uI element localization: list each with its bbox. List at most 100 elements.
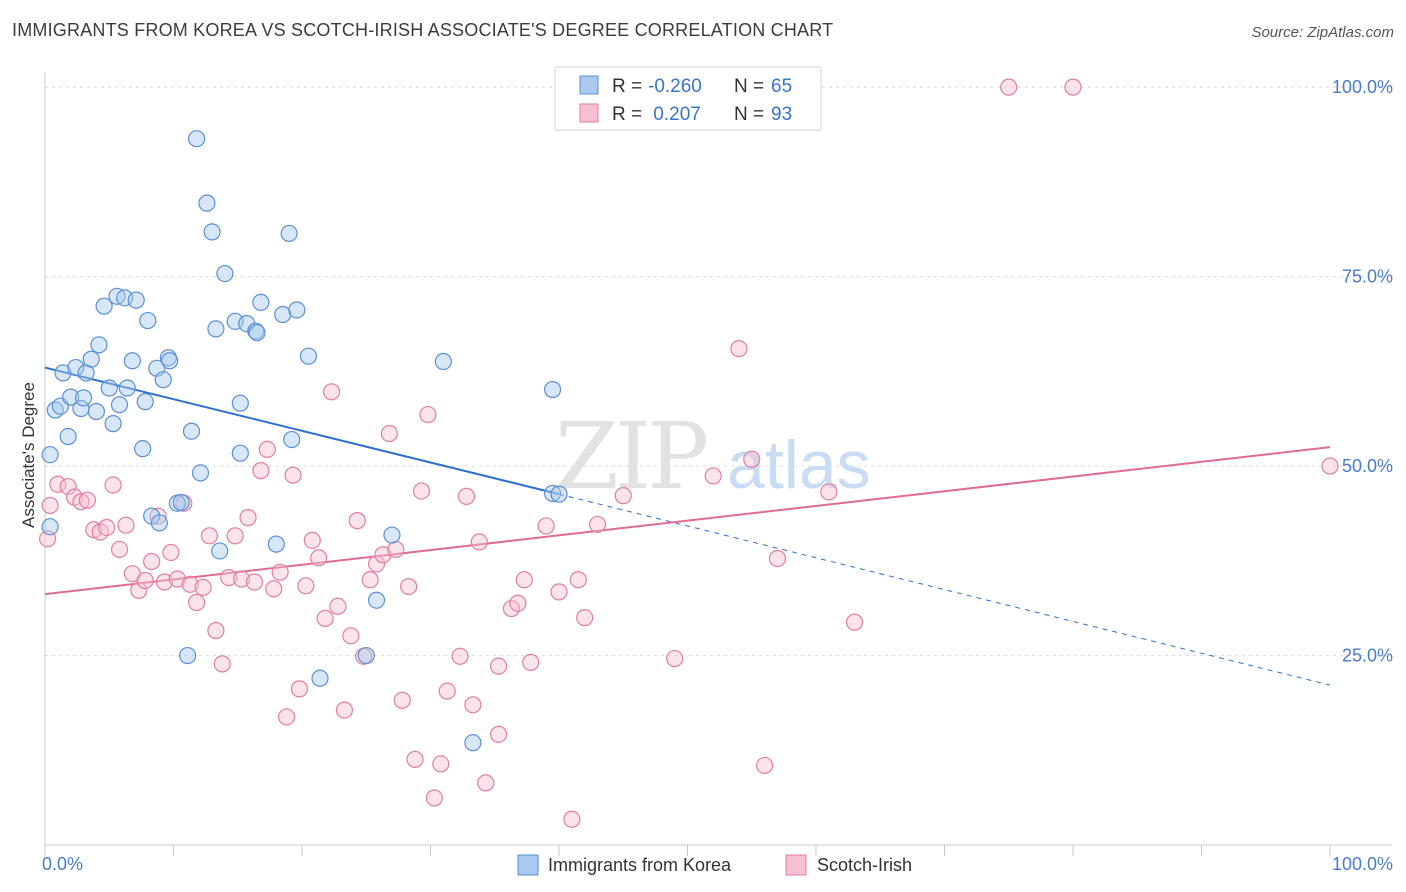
legend-n-label-scotch: N = <box>734 104 764 125</box>
bottom-legend-label-korea: Immigrants from Korea <box>548 855 732 875</box>
scotch-irish-data-point <box>755 756 774 775</box>
korea-data-point <box>136 393 154 411</box>
scotch-irish-data-point <box>393 691 411 709</box>
korea-data-point <box>95 297 113 315</box>
x-tick-label-max: 100.0% <box>1332 854 1393 874</box>
scotch-irish-data-point <box>730 340 748 358</box>
y-tick-label: 50.0% <box>1342 456 1393 476</box>
bottom-legend-swatch-scotch <box>785 854 807 876</box>
scotch-irish-data-point <box>252 462 270 480</box>
korea-data-point <box>203 223 221 241</box>
korea-data-point <box>182 422 201 440</box>
scotch-irish-data-point <box>490 657 508 675</box>
scotch-irish-data-point <box>284 466 302 484</box>
scotch-irish-data-point <box>451 647 469 665</box>
scotch-irish-data-point <box>490 725 508 743</box>
korea-data-point <box>41 446 59 464</box>
scotch-irish-data-point <box>233 570 251 588</box>
scotch-irish-data-point <box>265 580 283 598</box>
scotch-irish-data-point <box>342 627 360 645</box>
scotch-irish-data-point <box>509 594 527 612</box>
scotch-irish-data-point <box>457 487 476 505</box>
scotch-irish-data-point <box>220 568 238 587</box>
korea-data-point <box>216 264 234 283</box>
korea-data-point <box>87 402 106 421</box>
scotch-irish-data-point <box>49 475 67 493</box>
scotch-irish-data-point <box>845 613 864 631</box>
chart-title: IMMIGRANTS FROM KOREA VS SCOTCH-IRISH AS… <box>12 20 834 40</box>
scotch-irish-data-point <box>537 517 555 535</box>
korea-data-point <box>357 646 375 665</box>
scotch-irish-data-point <box>406 750 424 768</box>
korea-data-point <box>383 526 401 544</box>
scotch-irish-data-point <box>412 482 431 500</box>
scotch-irish-data-point <box>569 571 587 589</box>
scotch-irish-data-point <box>666 649 684 668</box>
scotch-irish-data-point <box>310 549 328 567</box>
korea-data-point <box>67 358 85 377</box>
scotch-irish-data-point <box>425 789 443 807</box>
korea-data-point <box>231 394 249 412</box>
korea-trend-extension <box>558 493 1331 686</box>
korea-data-point <box>188 130 206 148</box>
korea-data-point <box>82 350 100 368</box>
korea-data-point <box>127 291 145 309</box>
scotch-irish-data-point <box>374 546 392 564</box>
korea-data-point <box>211 542 229 560</box>
y-tick-label: 100.0% <box>1332 77 1393 97</box>
trend-lines <box>44 366 1331 686</box>
legend-n-label-korea: N = <box>734 76 764 97</box>
scotch-irish-data-point <box>522 653 540 671</box>
scotch-legend-swatch <box>579 103 599 123</box>
korea-data-point <box>543 484 562 502</box>
scotch-irish-data-point <box>303 531 321 549</box>
scotch-irish-data-point <box>155 573 174 591</box>
scotch-irish-data-point <box>59 477 77 496</box>
scotch-irish-data-point <box>704 467 722 485</box>
korea-data-point <box>207 320 225 338</box>
scotch-irish-data-point <box>149 507 167 525</box>
scotch-irish-data-point <box>743 450 761 468</box>
korea-data-point <box>464 734 482 752</box>
scotch-irish-data-point <box>348 512 366 530</box>
korea-data-point <box>90 336 108 354</box>
korea-trend-line <box>44 366 560 496</box>
scotch-irish-points <box>38 78 1339 828</box>
scotch-irish-data-point <box>130 581 148 599</box>
scotch-irish-data-point <box>588 515 607 534</box>
scotch-irish-data-point <box>136 571 154 590</box>
korea-data-point <box>110 396 129 414</box>
korea-data-point <box>299 347 318 365</box>
scotch-irish-data-point <box>387 540 405 559</box>
korea-data-point <box>231 444 249 462</box>
korea-data-point <box>139 311 157 330</box>
scotch-irish-data-point <box>1064 78 1082 96</box>
korea-data-point <box>59 427 77 446</box>
scotch-irish-data-point <box>329 597 347 615</box>
korea-data-point <box>123 352 141 370</box>
korea-data-point <box>100 379 118 397</box>
legend-n-value-korea: 65 <box>771 76 792 97</box>
scotch-irish-data-point <box>820 483 838 501</box>
scotch-irish-data-point <box>563 810 581 828</box>
scotch-irish-data-point <box>85 521 103 539</box>
korea-data-point <box>283 430 301 449</box>
scotch-irish-data-point <box>614 487 632 505</box>
svg-text:ZIP: ZIP <box>555 403 706 510</box>
scotch-irish-data-point <box>168 570 186 588</box>
scotch-irish-data-point <box>361 571 379 589</box>
y-tick-label: 25.0% <box>1342 646 1393 666</box>
korea-data-point <box>248 324 266 342</box>
tick-labels: 25.0% 50.0% 75.0% 100.0% 0.0% 100.0% <box>42 77 1393 874</box>
correlation-legend: R = -0.260 N = 65 R = 0.207 N = 93 <box>554 66 822 131</box>
scotch-irish-data-point <box>258 440 276 459</box>
scotch-irish-data-point <box>104 476 122 494</box>
bottom-legend-label-scotch: Scotch-Irish <box>817 855 912 875</box>
scotch-irish-data-point <box>271 563 289 581</box>
korea-data-point <box>150 514 168 532</box>
scotch-irish-data-point <box>226 527 244 545</box>
svg-text:atlas: atlas <box>727 427 871 503</box>
korea-data-point <box>191 464 210 482</box>
korea-data-point <box>154 371 172 389</box>
